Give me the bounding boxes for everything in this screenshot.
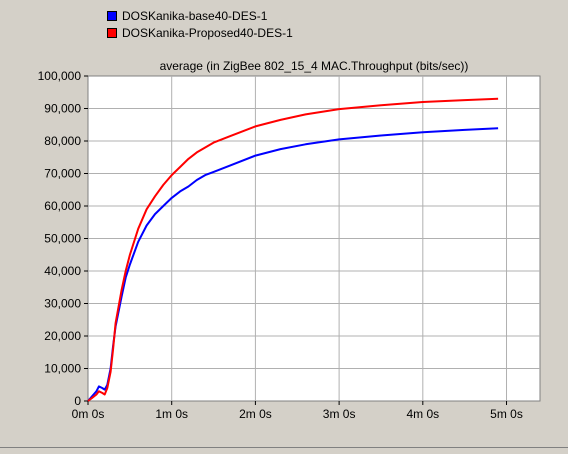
- y-tick-label: 10,000: [44, 362, 81, 376]
- x-tick-label: 5m 0s: [490, 407, 523, 421]
- grid-lines: [88, 76, 540, 401]
- x-tick-label: 3m 0s: [323, 407, 356, 421]
- chart-title: average (in ZigBee 802_15_4 MAC.Throughp…: [160, 59, 469, 73]
- y-tick-label: 50,000: [44, 232, 81, 246]
- y-tick-label: 30,000: [44, 297, 81, 311]
- legend-label-proposed: DOSKanika-Proposed40-DES-1: [122, 25, 293, 40]
- y-tick-label: 80,000: [44, 134, 81, 148]
- series-lines: [87, 97, 499, 402]
- x-axis: 0m 0s 1m 0s 2m 0s 3m 0s 4m 0s 5m 0s: [72, 401, 523, 421]
- y-tick-label: 100,000: [38, 69, 82, 83]
- window-bottom-border: [0, 447, 568, 448]
- y-axis: 0 10,000 20,000 30,000 40,000 50,000 60,000 70,…: [38, 69, 88, 408]
- series-line-base: [87, 127, 499, 402]
- y-tick-label: 90,000: [44, 102, 81, 116]
- legend-swatch-proposed: [107, 27, 117, 38]
- y-tick-label: 0: [74, 394, 81, 408]
- x-tick-label: 4m 0s: [406, 407, 439, 421]
- y-tick-label: 60,000: [44, 199, 81, 213]
- legend-swatch-base: [107, 10, 117, 21]
- y-tick-label: 20,000: [44, 329, 81, 343]
- legend-item-proposed: DOSKanika-Proposed40-DES-1: [107, 24, 293, 41]
- x-tick-label: 2m 0s: [239, 407, 272, 421]
- x-tick-label: 0m 0s: [72, 407, 105, 421]
- legend-item-base: DOSKanika-base40-DES-1: [107, 7, 293, 24]
- y-tick-label: 40,000: [44, 264, 81, 278]
- legend-label-base: DOSKanika-base40-DES-1: [122, 8, 268, 23]
- series-line-proposed: [87, 97, 499, 402]
- legend: DOSKanika-base40-DES-1 DOSKanika-Propose…: [107, 7, 293, 41]
- x-tick-label: 1m 0s: [155, 407, 188, 421]
- y-tick-label: 70,000: [44, 167, 81, 181]
